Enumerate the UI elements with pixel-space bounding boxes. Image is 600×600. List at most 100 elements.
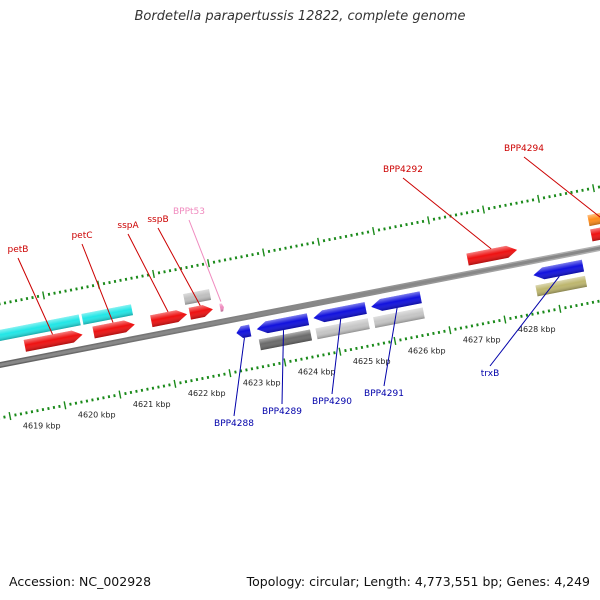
reverse-ruler-tick xyxy=(217,373,221,377)
reverse-ruler-tick xyxy=(410,336,413,340)
forward-ruler-tick xyxy=(179,267,183,271)
forward-ruler-tick xyxy=(438,216,441,220)
reverse-ruler-tick xyxy=(322,353,325,357)
reverse-ruler-tick xyxy=(74,401,78,405)
gene-label-petb[interactable]: petB xyxy=(8,245,29,255)
forward-ruler-tick xyxy=(256,251,260,256)
reverse-ruler-tick xyxy=(124,391,127,396)
feature-band[interactable] xyxy=(183,289,212,305)
gene-arrow-sspb[interactable] xyxy=(188,303,214,320)
ruler-label: 4622 kbp xyxy=(188,389,226,398)
reverse-ruler-tick xyxy=(487,321,490,325)
gene-arrow-bpp4289[interactable] xyxy=(256,313,310,335)
reverse-ruler-tick xyxy=(107,395,111,399)
forward-ruler-tick xyxy=(504,203,507,207)
feature-band[interactable] xyxy=(81,304,134,325)
reverse-ruler-tick xyxy=(371,343,375,347)
gene-leader-line xyxy=(157,227,201,306)
feature-band[interactable] xyxy=(0,314,81,344)
reverse-ruler-tick xyxy=(36,409,39,413)
reverse-ruler-tick xyxy=(179,381,182,385)
gene-label-bpp4289[interactable]: BPP4289 xyxy=(262,407,302,417)
forward-ruler-tick xyxy=(31,295,34,300)
gene-arrow-bpp4288[interactable] xyxy=(235,324,252,339)
forward-ruler-tick xyxy=(531,198,535,202)
gene-label-bppt53[interactable]: BPPt53 xyxy=(173,207,205,217)
reverse-ruler-tick xyxy=(69,402,72,406)
gene-arrow-petc[interactable] xyxy=(92,319,136,339)
forward-ruler-tick xyxy=(399,224,403,228)
forward-ruler-tick xyxy=(130,276,133,280)
gene-arrow-sspa[interactable] xyxy=(150,308,188,328)
gene-label-petc[interactable]: petC xyxy=(71,231,92,241)
reverse-ruler-tick xyxy=(102,396,105,400)
forward-ruler-tick xyxy=(311,241,315,245)
feature-band[interactable] xyxy=(315,318,370,340)
gene-label-trxb[interactable]: trxB xyxy=(481,369,500,379)
gene-label-bpp4291[interactable]: BPP4291 xyxy=(364,389,404,399)
reverse-ruler-tick xyxy=(316,354,320,358)
forward-ruler-tick xyxy=(201,262,205,266)
ruler-label: 4627 kbp xyxy=(463,336,501,345)
gene-arrow-bpp4291[interactable] xyxy=(370,291,422,312)
reverse-ruler-tick xyxy=(366,344,369,348)
reverse-ruler-tick xyxy=(454,327,457,331)
gene-arrow-petb[interactable] xyxy=(23,329,84,352)
reverse-ruler-tick xyxy=(569,305,573,309)
forward-ruler-tick xyxy=(119,278,122,282)
reverse-ruler-tick xyxy=(63,401,67,410)
gene-leader-line xyxy=(81,243,114,323)
forward-ruler-tick xyxy=(47,292,51,296)
gene-arrow-bppt53[interactable] xyxy=(219,303,224,312)
forward-ruler-tick xyxy=(548,195,551,199)
forward-ruler-tick xyxy=(251,253,254,257)
reverse-ruler-tick xyxy=(503,315,507,324)
gene-label-bpp4292[interactable]: BPP4292 xyxy=(383,165,423,175)
feature-band[interactable] xyxy=(587,207,600,227)
forward-ruler-tick xyxy=(416,220,419,225)
forward-ruler-tick xyxy=(86,285,89,289)
forward-ruler-tick xyxy=(427,216,430,225)
forward-ruler-tick xyxy=(196,263,199,267)
gene-arrow-trxb[interactable] xyxy=(532,259,585,281)
gene-label-sspa[interactable]: sspA xyxy=(117,221,139,231)
forward-ruler-tick xyxy=(306,242,309,246)
forward-ruler-tick xyxy=(168,269,172,273)
gene-arrow-bpp4292[interactable] xyxy=(466,244,518,266)
gene-label-bpp4294[interactable]: BPP4294 xyxy=(504,144,544,154)
gene-label-bpp4290[interactable]: BPP4290 xyxy=(312,397,352,407)
reverse-ruler-tick xyxy=(509,316,512,321)
forward-ruler-tick xyxy=(3,301,7,305)
reverse-ruler-tick xyxy=(135,389,138,393)
forward-ruler-tick xyxy=(553,194,557,198)
reverse-ruler-tick xyxy=(85,399,89,403)
reverse-ruler-tick xyxy=(476,323,479,327)
feature-band[interactable] xyxy=(258,329,313,351)
forward-ruler-tick xyxy=(454,213,458,217)
forward-ruler-tick xyxy=(366,230,370,234)
forward-ruler-tick xyxy=(240,255,243,259)
gene-leader-line xyxy=(331,318,342,395)
forward-ruler-tick xyxy=(245,254,249,258)
reverse-ruler-tick xyxy=(542,310,545,314)
gene-arrow-bpp4290[interactable] xyxy=(312,302,367,324)
forward-ruler-tick xyxy=(42,291,45,300)
forward-ruler-tick xyxy=(267,249,271,253)
reverse-ruler-tick xyxy=(575,304,578,308)
gene-label-bpp4288[interactable]: BPP4288 xyxy=(214,419,254,429)
forward-ruler-tick xyxy=(421,219,425,223)
gene-label-sspb[interactable]: sspB xyxy=(147,215,168,225)
forward-ruler-tick xyxy=(163,270,166,274)
forward-ruler-tick xyxy=(322,239,326,243)
forward-ruler-tick xyxy=(284,246,287,250)
reverse-ruler-tick xyxy=(311,355,314,359)
genome-backbone xyxy=(0,244,600,369)
reverse-ruler-tick xyxy=(234,370,237,374)
reverse-ruler-tick xyxy=(558,304,562,313)
reverse-ruler-tick xyxy=(294,358,298,362)
forward-ruler-tick xyxy=(476,209,480,213)
forward-ruler-tick xyxy=(394,225,397,229)
forward-ruler-tick xyxy=(542,196,546,200)
feature-band[interactable] xyxy=(535,275,588,297)
feature-band[interactable] xyxy=(373,307,425,328)
